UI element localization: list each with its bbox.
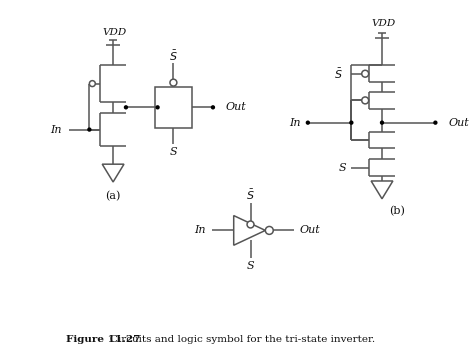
Text: S: S: [246, 261, 255, 271]
Text: Circuits and logic symbol for the tri-state inverter.: Circuits and logic symbol for the tri-st…: [97, 335, 375, 344]
Text: In: In: [194, 225, 206, 236]
Text: $\bar{S}$: $\bar{S}$: [334, 67, 343, 81]
Circle shape: [349, 121, 354, 125]
Circle shape: [306, 121, 310, 125]
Text: $\bar{S}$: $\bar{S}$: [246, 188, 255, 202]
Circle shape: [124, 105, 128, 109]
Circle shape: [170, 79, 177, 86]
Circle shape: [362, 70, 369, 77]
Circle shape: [247, 221, 254, 228]
Circle shape: [433, 121, 438, 125]
Circle shape: [380, 121, 384, 125]
Text: S: S: [170, 147, 177, 157]
Text: VDD: VDD: [103, 28, 127, 37]
Text: Out: Out: [226, 102, 246, 112]
Circle shape: [90, 81, 95, 87]
Text: VDD: VDD: [372, 19, 396, 28]
Text: Out: Out: [300, 225, 321, 236]
Text: In: In: [50, 125, 62, 135]
Circle shape: [87, 127, 91, 132]
Text: S: S: [339, 163, 346, 173]
Circle shape: [211, 105, 215, 109]
Circle shape: [265, 227, 273, 234]
Text: In: In: [290, 118, 301, 128]
Text: $\bar{S}$: $\bar{S}$: [169, 49, 178, 63]
Text: Figure 11.27: Figure 11.27: [65, 335, 140, 344]
Circle shape: [362, 97, 369, 104]
Circle shape: [155, 105, 160, 109]
Text: (b): (b): [389, 205, 405, 216]
Text: Out: Out: [448, 118, 469, 128]
Bar: [155, 87, 192, 128]
Text: (a): (a): [105, 191, 121, 201]
